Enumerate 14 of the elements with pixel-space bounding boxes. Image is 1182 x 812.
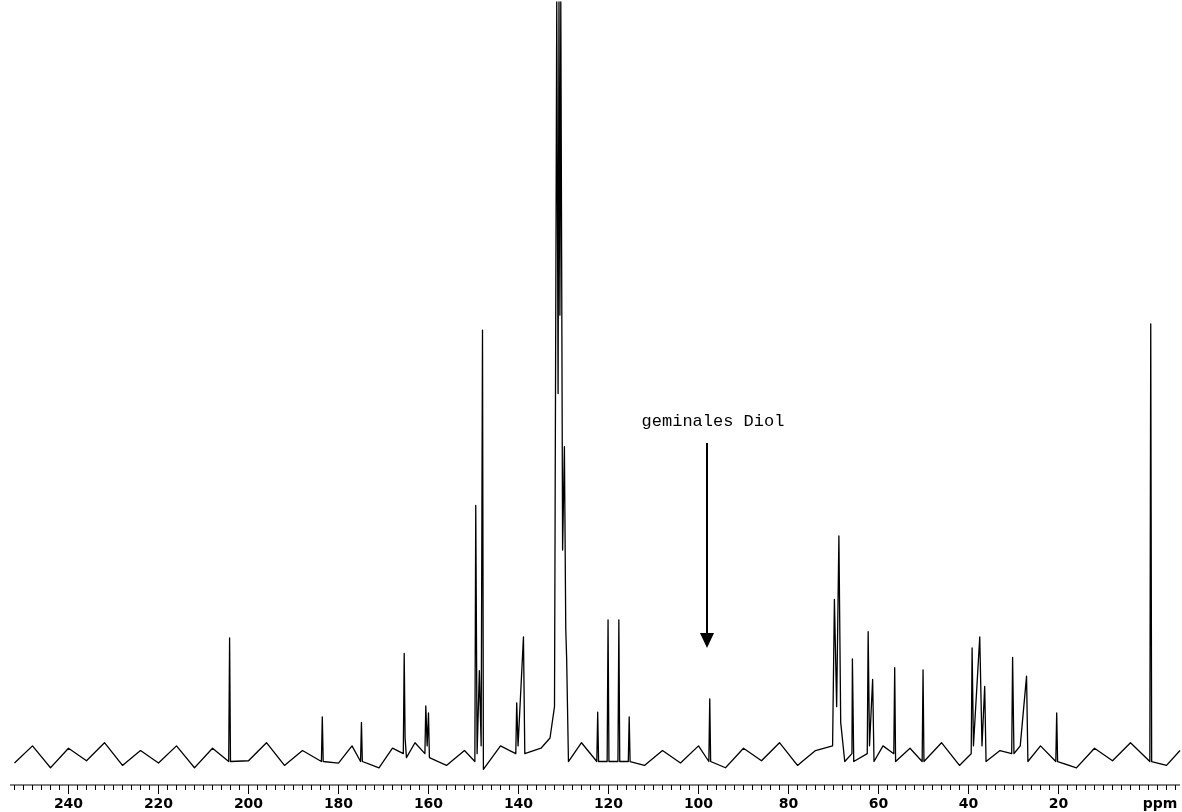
- x-tick-label: 60: [868, 795, 889, 811]
- x-tick-label: 120: [593, 795, 624, 811]
- x-tick-label: 180: [323, 795, 354, 811]
- x-tick-label: 220: [143, 795, 174, 811]
- annotation: geminales Diol: [641, 412, 785, 431]
- x-axis-title: ppm: [1142, 795, 1178, 811]
- x-tick-label: 240: [53, 795, 84, 811]
- x-tick-label: 140: [503, 795, 534, 811]
- x-tick-label: 20: [1048, 795, 1069, 811]
- x-tick-label: 200: [233, 795, 264, 811]
- x-tick-label: 80: [778, 795, 799, 811]
- x-tick-label: 160: [413, 795, 444, 811]
- x-tick-label: 40: [958, 795, 979, 811]
- x-tick-label: 100: [683, 795, 714, 811]
